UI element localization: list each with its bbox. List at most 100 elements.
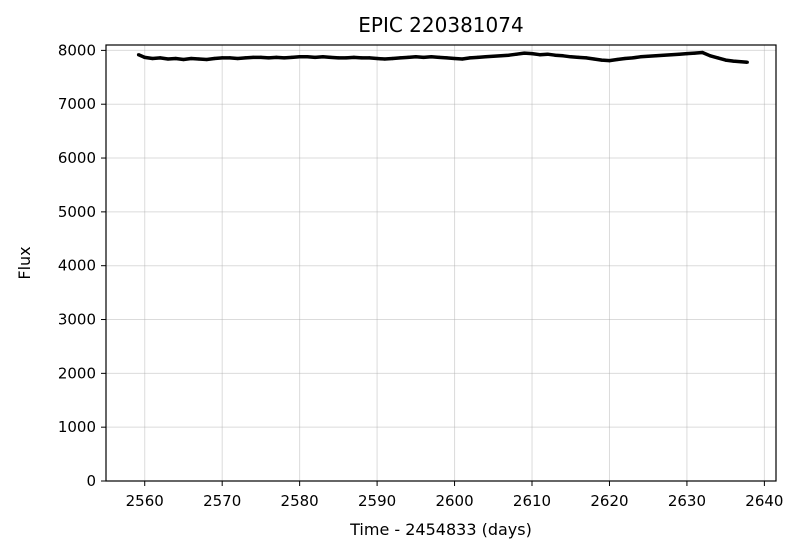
- flux-data-point: [716, 56, 720, 60]
- flux-data-point: [143, 55, 147, 60]
- flux-data-point: [600, 58, 604, 62]
- flux-data-point: [731, 59, 736, 63]
- flux-data-point: [329, 55, 333, 60]
- flux-data-point: [507, 53, 511, 57]
- flux-data-point: [136, 53, 141, 57]
- flux-data-point: [569, 55, 573, 59]
- flux-data-point: [468, 56, 472, 60]
- flux-data-point: [174, 56, 178, 61]
- flux-data-point: [700, 50, 705, 55]
- grid-lines: [106, 45, 776, 482]
- flux-data-point: [360, 56, 364, 60]
- plot-frame: [105, 44, 777, 482]
- flux-data-point: [677, 52, 681, 56]
- y-tick-label: 8000: [58, 41, 96, 59]
- x-tick-label: 2610: [513, 492, 551, 510]
- flux-data-point: [453, 56, 457, 61]
- flux-data-point: [150, 56, 155, 61]
- flux-data-point: [259, 55, 263, 60]
- flux-data-point: [274, 55, 278, 60]
- flux-data-point: [693, 51, 697, 55]
- flux-data-point: [445, 56, 449, 60]
- flux-data-point: [158, 56, 162, 60]
- flux-data-point: [336, 56, 340, 60]
- flux-data-point: [615, 57, 619, 62]
- flux-data-point: [646, 54, 650, 58]
- flux-data-point: [383, 57, 387, 61]
- flux-data-point: [607, 59, 612, 63]
- flux-data-point: [491, 54, 495, 58]
- flux-data-point: [429, 55, 433, 59]
- flux-data-point: [398, 56, 402, 60]
- y-tick-label: 1000: [58, 418, 96, 436]
- flux-data-point: [638, 55, 643, 59]
- axis-ticks: 2560 2570 2580 2590 2600 2610 2620 2630 2640 0 100…: [58, 41, 784, 510]
- flux-data-point: [305, 55, 309, 59]
- flux-data-point: [739, 60, 743, 64]
- y-tick-label: 6000: [58, 149, 96, 167]
- flux-data-point: [212, 56, 216, 61]
- flux-data-point: [243, 56, 247, 60]
- flux-data-point: [189, 56, 193, 61]
- flux-data-point: [522, 51, 526, 55]
- flux-data-point: [251, 55, 255, 60]
- flux-data-point: [437, 55, 441, 60]
- flux-data-point: [406, 55, 410, 60]
- x-tick-label: 2600: [435, 492, 473, 510]
- flux-data-point: [631, 56, 635, 60]
- x-axis-label: Time - 2454833 (days): [349, 520, 532, 539]
- data-series: [136, 50, 749, 64]
- flux-data-point: [745, 60, 749, 64]
- flux-data-point: [724, 58, 728, 62]
- flux-data-point: [685, 52, 689, 56]
- flux-data-point: [553, 53, 557, 57]
- x-tick-label: 2570: [203, 492, 241, 510]
- flux-data-point: [499, 54, 503, 58]
- flux-data-point: [545, 52, 550, 56]
- y-tick-label: 7000: [58, 95, 96, 113]
- y-tick-label: 2000: [58, 364, 96, 382]
- flux-data-point: [197, 57, 201, 61]
- flux-data-point: [561, 54, 565, 58]
- flux-data-point: [166, 57, 170, 61]
- flux-data-point: [592, 57, 596, 61]
- flux-data-point: [623, 56, 627, 61]
- chart-title: EPIC 220381074: [358, 13, 523, 37]
- flux-data-point: [460, 57, 464, 61]
- x-tick-label: 2620: [590, 492, 628, 510]
- flux-data-point: [391, 56, 395, 61]
- flux-data-point: [352, 55, 356, 60]
- x-tick-label: 2630: [668, 492, 706, 510]
- flux-data-point: [344, 56, 348, 60]
- flux-data-point: [313, 55, 317, 60]
- flux-data-point: [228, 56, 232, 60]
- flux-data-point: [576, 55, 581, 60]
- flux-data-point: [298, 55, 302, 59]
- x-tick-label: 2640: [745, 492, 783, 510]
- flux-data-point: [220, 56, 224, 60]
- y-axis-label: Flux: [15, 246, 34, 279]
- flux-data-point: [530, 52, 534, 56]
- flux-data-point: [669, 53, 674, 57]
- flux-data-point: [483, 55, 488, 59]
- flux-data-point: [654, 54, 658, 58]
- flux-data-point: [514, 52, 519, 56]
- flux-data-point: [267, 56, 271, 60]
- y-tick-label: 4000: [58, 257, 96, 275]
- x-tick-label: 2580: [281, 492, 319, 510]
- y-tick-label: 0: [86, 472, 96, 490]
- flux-data-point: [538, 53, 542, 57]
- flux-data-point: [282, 56, 286, 60]
- flux-data-point: [236, 56, 240, 61]
- x-tick-label: 2560: [126, 492, 164, 510]
- flux-data-point: [708, 54, 712, 58]
- flux-data-point: [414, 55, 418, 59]
- flux-data-point: [290, 55, 294, 60]
- y-tick-label: 5000: [58, 203, 96, 221]
- flux-data-point: [181, 57, 186, 62]
- flux-data-point: [422, 55, 426, 60]
- flux-data-point: [584, 56, 588, 60]
- flux-data-point: [476, 55, 480, 60]
- flux-data-point: [662, 53, 666, 57]
